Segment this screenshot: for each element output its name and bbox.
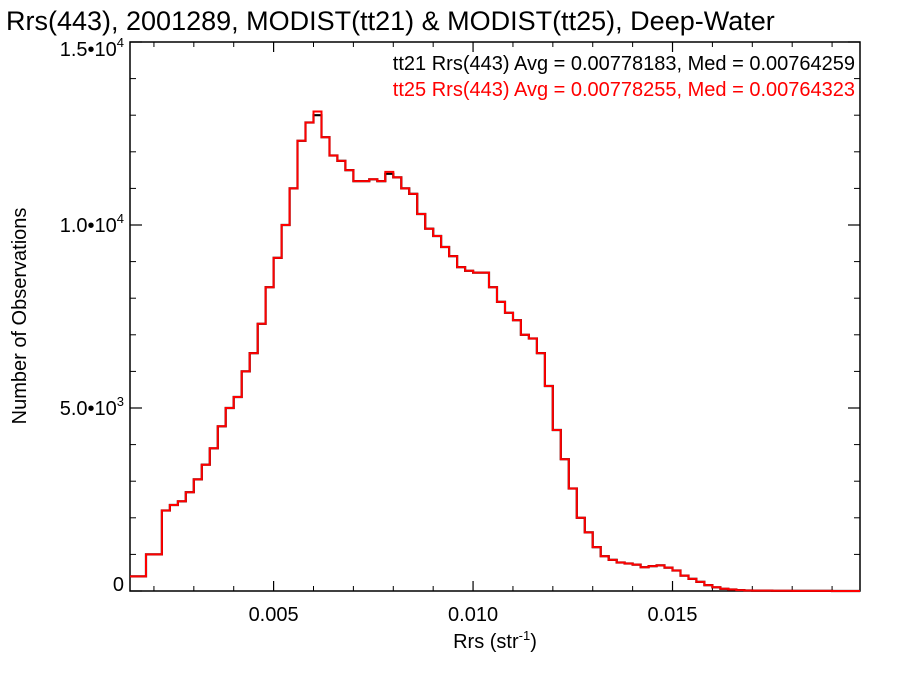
plot-area: 0.005 0.010 0.015 0 5.0•103 1.0•104 1.5•104: [60, 35, 861, 626]
y-axis: 0 5.0•103 1.0•104 1.5•104: [60, 35, 860, 596]
y-tick-label-2: 1.0•104: [60, 211, 124, 237]
plot-frame: [129, 41, 861, 592]
x-tick-label-2: 0.015: [647, 604, 697, 626]
y-tick-label-1: 5.0•103: [60, 394, 124, 420]
y-tick-label-0: 0: [113, 574, 124, 596]
series-layer: [130, 110, 860, 593]
x-axis-label-text: Rrs (str: [453, 631, 519, 653]
series-line-tt21: [130, 114, 860, 593]
x-axis: 0.005 0.010 0.015: [153, 42, 833, 626]
y-tick-label-3: 1.5•104: [60, 35, 124, 61]
x-axis-label-close: ): [530, 631, 537, 653]
series-line-tt25: [130, 110, 860, 592]
legend-entry-tt25: tt25 Rrs(443) Avg = 0.00778255, Med = 0.…: [393, 79, 855, 101]
x-axis-label: Rrs (str-1): [453, 628, 537, 653]
legend-entry-tt21: tt21 Rrs(443) Avg = 0.00778183, Med = 0.…: [393, 53, 855, 75]
x-tick-label-1: 0.010: [448, 604, 498, 626]
x-axis-label-sup: -1: [519, 628, 531, 643]
x-tick-label-0: 0.005: [249, 604, 299, 626]
chart-title: Rrs(443), 2001289, MODIST(tt21) & MODIST…: [6, 6, 775, 36]
y-axis-label: Number of Observations: [9, 208, 31, 425]
legend: tt21 Rrs(443) Avg = 0.00778183, Med = 0.…: [393, 53, 855, 101]
